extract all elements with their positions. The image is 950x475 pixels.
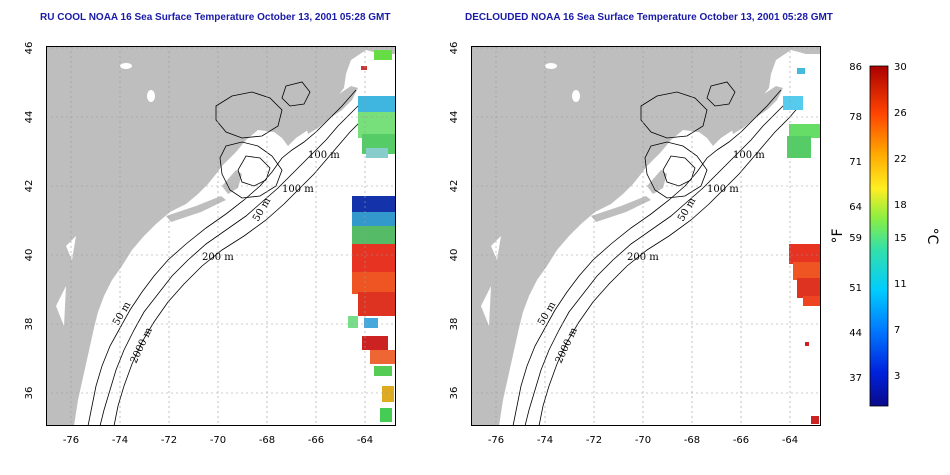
lon-tick: -72 xyxy=(161,435,177,446)
map-border xyxy=(471,46,821,426)
lat-tick: 36 xyxy=(449,387,460,400)
lon-tick: -70 xyxy=(635,435,651,446)
long-island-land xyxy=(591,196,651,222)
celsius-tick: 30 xyxy=(894,62,907,73)
lat-tick: 44 xyxy=(449,111,460,124)
lon-tick: -70 xyxy=(210,435,226,446)
celsius-tick: 22 xyxy=(894,154,907,165)
map-border xyxy=(46,46,396,426)
north-america-land xyxy=(471,46,821,426)
nova-scotia-land xyxy=(729,86,783,134)
celsius-scale: 30 26 22 18 15 11 7 3 °C xyxy=(894,62,940,382)
lon-tick: -64 xyxy=(357,435,373,446)
lon-tick: -72 xyxy=(586,435,602,446)
lon-tick: -74 xyxy=(112,435,128,446)
celsius-unit: °C xyxy=(924,228,940,245)
lon-tick: -66 xyxy=(733,435,749,446)
lat-tick: 46 xyxy=(449,42,460,55)
lon-tick: -64 xyxy=(782,435,798,446)
lat-tick: 38 xyxy=(449,318,460,331)
fahrenheit-tick: 51 xyxy=(849,283,862,294)
fahrenheit-tick: 71 xyxy=(849,157,862,168)
right-sst-map: 100 m 100 m 50 m 200 m 50 m 2000 m xyxy=(471,46,821,431)
celsius-tick: 15 xyxy=(894,233,907,244)
lat-tick: 40 xyxy=(24,249,35,262)
contour-label: 100 m xyxy=(707,184,739,195)
lon-tick: -76 xyxy=(63,435,79,446)
lon-tick: -68 xyxy=(259,435,275,446)
cape-cod-land xyxy=(647,170,667,194)
temperature-colorbar: 86 78 71 64 59 51 44 37 °F 30 26 22 18 1… xyxy=(830,56,940,421)
contour-label: 100 m xyxy=(733,150,765,161)
inland-lake xyxy=(120,63,132,69)
lat-tick: 46 xyxy=(24,42,35,55)
long-island-land xyxy=(166,196,226,222)
fahrenheit-tick: 37 xyxy=(849,373,862,384)
lon-tick: -74 xyxy=(537,435,553,446)
left-panel-title: RU COOL NOAA 16 Sea Surface Temperature … xyxy=(40,12,391,23)
inland-lake xyxy=(572,90,580,102)
nova-scotia-land xyxy=(304,86,358,134)
bathymetry-contours xyxy=(87,81,377,426)
contour-label: 100 m xyxy=(282,184,314,195)
sst-swath-raw xyxy=(348,50,396,422)
colorbar-gradient xyxy=(869,65,889,407)
celsius-tick: 11 xyxy=(894,279,907,290)
contour-label: 100 m xyxy=(308,150,340,161)
chesapeake-bay xyxy=(56,286,66,326)
lat-tick: 42 xyxy=(449,180,460,193)
lat-tick: 42 xyxy=(24,180,35,193)
fahrenheit-scale: 86 78 71 64 59 51 44 37 °F xyxy=(830,62,862,384)
lon-tick: -66 xyxy=(308,435,324,446)
celsius-tick: 26 xyxy=(894,108,907,119)
fahrenheit-tick: 78 xyxy=(849,112,862,123)
celsius-tick: 3 xyxy=(894,371,900,382)
left-sst-map: 100 m 100 m 50 m 200 m 50 m 2000 m xyxy=(46,46,396,431)
inland-lake xyxy=(147,90,155,102)
lon-tick: -68 xyxy=(684,435,700,446)
right-map-canvas: 100 m 100 m 50 m 200 m 50 m 2000 m xyxy=(471,46,821,426)
fahrenheit-unit: °F xyxy=(830,228,846,243)
fahrenheit-tick: 86 xyxy=(849,62,862,73)
lat-tick: 36 xyxy=(24,387,35,400)
lat-tick: 38 xyxy=(24,318,35,331)
fahrenheit-tick: 64 xyxy=(849,202,862,213)
celsius-tick: 18 xyxy=(894,200,907,211)
bathymetry-contours xyxy=(512,81,802,426)
lat-tick: 40 xyxy=(449,249,460,262)
colorbar-canvas: 86 78 71 64 59 51 44 37 °F 30 26 22 18 1… xyxy=(830,62,940,407)
lon-tick: -76 xyxy=(488,435,504,446)
celsius-tick: 7 xyxy=(894,325,900,336)
cape-cod-land xyxy=(222,170,242,194)
fahrenheit-tick: 59 xyxy=(849,233,862,244)
chesapeake-bay xyxy=(481,286,491,326)
left-map-canvas: 100 m 100 m 50 m 200 m 50 m 2000 m xyxy=(46,46,396,426)
sst-swath-declouded xyxy=(783,68,821,424)
lat-tick: 44 xyxy=(24,111,35,124)
graticule xyxy=(46,46,396,426)
north-america-land xyxy=(46,46,396,426)
fahrenheit-tick: 44 xyxy=(849,328,862,339)
graticule xyxy=(471,46,821,426)
inland-lake xyxy=(545,63,557,69)
right-panel-title: DECLOUDED NOAA 16 Sea Surface Temperatur… xyxy=(465,12,833,23)
